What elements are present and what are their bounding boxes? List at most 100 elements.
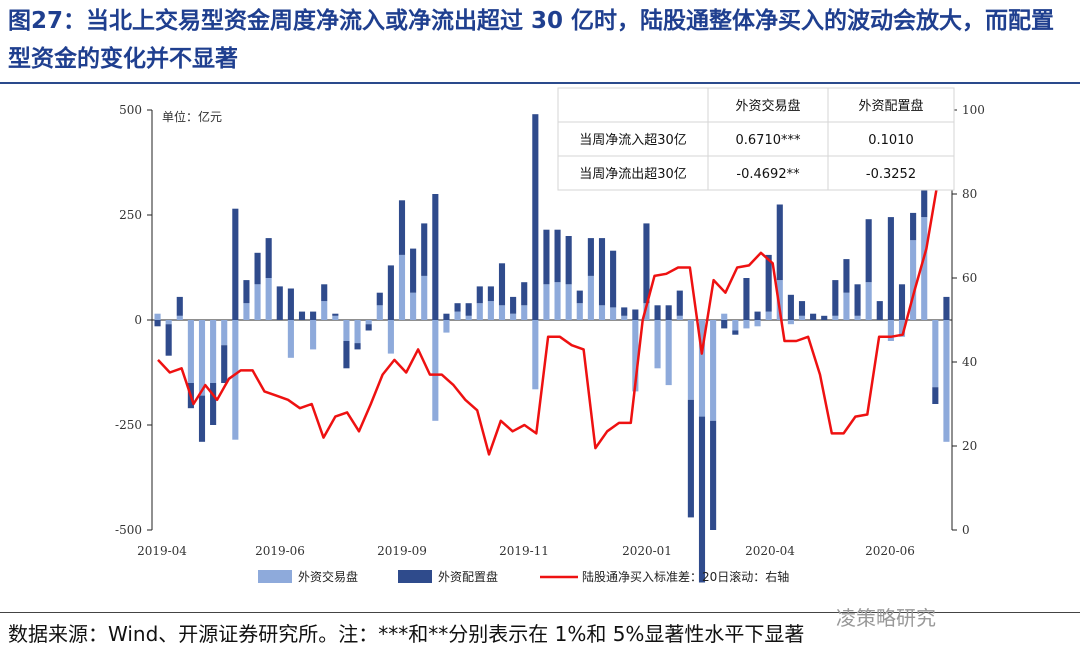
allocation-bar [887, 217, 894, 320]
line-layer [157, 155, 952, 456]
trade-bar [343, 320, 350, 341]
allocation-bar [587, 238, 594, 276]
allocation-bar [576, 290, 583, 304]
left-tick-label: -250 [115, 418, 142, 432]
trade-bar [165, 320, 172, 325]
trade-bar [621, 315, 628, 320]
trade-bar [543, 284, 550, 320]
trade-bar [732, 320, 739, 331]
footer-divider [0, 612, 1080, 613]
right-tick-label: 100 [962, 103, 985, 117]
allocation-bar [343, 341, 350, 369]
bar-layer [154, 114, 950, 583]
allocation-bar [265, 238, 272, 278]
title-divider [0, 82, 1080, 84]
allocation-bar [765, 254, 772, 312]
trade-bar [776, 280, 783, 320]
allocation-bar [876, 301, 883, 320]
trade-bar [398, 254, 406, 320]
allocation-bar [410, 248, 417, 293]
allocation-bar [854, 284, 861, 316]
trade-bar [365, 320, 372, 325]
trade-bar [887, 320, 894, 341]
legend-label-allocation: 外资配置盘 [438, 569, 498, 584]
table-text: 外资配置盘 [858, 98, 923, 114]
trade-bar [798, 315, 806, 320]
allocation-bar [898, 284, 906, 320]
allocation-bar [198, 395, 206, 442]
source-note: 数据来源：Wind、开源证券研究所。注：***和**分别表示在 1%和 5%显著… [8, 622, 805, 646]
trade-bar [921, 217, 928, 320]
trade-bar [454, 311, 461, 320]
allocation-bar [221, 345, 228, 383]
trade-bar [210, 320, 217, 383]
right-tick-label: 60 [962, 271, 977, 285]
allocation-bar [943, 296, 950, 320]
trade-bar [676, 315, 683, 320]
table-text: 0.6710*** [736, 133, 801, 148]
trade-bar [376, 305, 383, 320]
trade-bar [198, 320, 206, 396]
allocation-bar [465, 303, 472, 316]
trade-bar [832, 315, 839, 320]
allocation-bar [621, 307, 628, 316]
allocation-bar [743, 278, 750, 320]
left-tick-label: 500 [119, 103, 142, 117]
std-line [157, 155, 952, 456]
allocation-bar [787, 294, 794, 320]
allocation-bar [354, 343, 361, 350]
allocation-bar [310, 311, 317, 320]
x-tick-label: 2020-06 [865, 544, 915, 558]
trade-bar [598, 305, 606, 320]
table-text: -0.3252 [866, 167, 916, 182]
trade-bar [532, 320, 539, 390]
trade-bar [187, 320, 194, 383]
trade-bar [432, 320, 439, 421]
trade-bar [587, 275, 594, 320]
trade-bar [476, 303, 483, 320]
x-tick-label: 2019-06 [255, 544, 305, 558]
trade-bar [754, 320, 761, 327]
table-cell [827, 155, 955, 191]
trade-bar [243, 303, 250, 320]
trade-bar [310, 320, 317, 350]
trade-bar [643, 303, 650, 320]
allocation-bar [865, 219, 872, 283]
allocation-bar [554, 229, 561, 283]
allocation-bar [698, 416, 706, 583]
allocation-bar [487, 286, 494, 302]
allocation-bar [332, 313, 339, 316]
legend-swatch-allocation [398, 570, 432, 583]
allocation-bar [176, 296, 183, 316]
trade-bar [665, 320, 672, 386]
allocation-bar [376, 292, 383, 306]
allocation-bar [443, 313, 450, 320]
trade-bar [865, 282, 872, 320]
trade-bar [221, 320, 228, 346]
trade-bar [465, 315, 472, 320]
legend-swatch-trade [258, 570, 292, 583]
trade-bar [387, 320, 394, 354]
x-tick-label: 2019-09 [377, 544, 427, 558]
chart-title: 图27：当北上交易型资金周度净流入或净流出超过 30 亿时，陆股通整体净买入的波… [8, 8, 1055, 72]
trade-bar [321, 301, 328, 320]
allocation-bar [732, 330, 739, 335]
trade-bar [265, 278, 272, 320]
allocation-bar [498, 263, 506, 306]
allocation-bar [543, 229, 550, 285]
allocation-bar [165, 324, 172, 356]
table-text: 当周净流入超30亿 [579, 133, 687, 148]
trade-bar [654, 320, 661, 369]
allocation-bar [398, 200, 406, 255]
trade-bar [565, 284, 572, 320]
trade-bar [554, 282, 561, 320]
allocation-bar [665, 305, 672, 320]
table-text: -0.4692** [736, 167, 800, 182]
trade-bar [743, 320, 750, 329]
allocation-bar [243, 280, 250, 304]
allocation-bar [843, 259, 850, 293]
trade-bar [410, 292, 417, 320]
allocation-bar [932, 387, 939, 404]
trade-bar [687, 320, 694, 400]
